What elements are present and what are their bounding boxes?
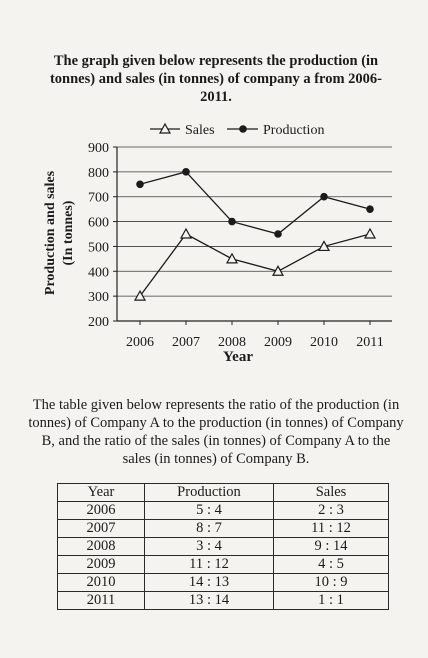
production-point bbox=[182, 168, 190, 176]
series-line-production bbox=[139, 171, 371, 235]
cell-year: 2008 bbox=[57, 537, 145, 556]
header-sales: Sales bbox=[273, 483, 389, 502]
y-axis-label: Production and sales bbox=[43, 170, 58, 295]
sales-point bbox=[363, 227, 377, 239]
cell-sales: 4 : 5 bbox=[273, 555, 389, 574]
cell-sales: 10 : 9 bbox=[273, 573, 389, 592]
legend-production-marker bbox=[239, 125, 247, 133]
y-tick-label: 800 bbox=[88, 166, 109, 181]
cell-year: 2011 bbox=[57, 591, 145, 610]
header-production: Production bbox=[144, 483, 274, 502]
y-tick-label: 500 bbox=[88, 240, 109, 255]
y-tick-label: 400 bbox=[88, 265, 109, 280]
cell-sales: 2 : 3 bbox=[273, 501, 389, 520]
production-point bbox=[274, 230, 282, 238]
x-tick-label: 2010 bbox=[310, 335, 338, 350]
y-tick-label: 700 bbox=[88, 191, 109, 206]
table-row: 2008 3 : 4 9 : 14 bbox=[57, 537, 389, 556]
table-row: 2011 13 : 14 1 : 1 bbox=[57, 591, 389, 610]
x-tick-label: 2006 bbox=[126, 335, 154, 350]
x-tick-label: 2008 bbox=[218, 335, 246, 350]
production-point bbox=[320, 192, 328, 201]
table-description: The table given below represents the rat… bbox=[28, 397, 404, 467]
table-row: 2007 8 : 7 11 : 12 bbox=[57, 519, 389, 538]
cell-sales: 1 : 1 bbox=[273, 591, 389, 610]
production-point bbox=[136, 180, 144, 189]
cell-year: 2007 bbox=[57, 519, 145, 538]
chart-title: The graph given below represents the pro… bbox=[49, 53, 383, 105]
y-tick-label: 300 bbox=[88, 290, 109, 305]
cell-production: 13 : 14 bbox=[144, 591, 274, 610]
cell-sales: 9 : 14 bbox=[273, 537, 389, 556]
sales-point bbox=[271, 265, 285, 276]
table-row: 2006 5 : 4 2 : 3 bbox=[57, 501, 389, 520]
legend-sales-marker bbox=[158, 122, 172, 134]
cell-sales: 11 : 12 bbox=[273, 519, 389, 538]
legend-production-label: Production bbox=[263, 123, 324, 138]
x-tick-label: 2007 bbox=[172, 335, 200, 350]
table-row: 2009 11 : 12 4 : 5 bbox=[57, 555, 389, 574]
production-point bbox=[228, 217, 236, 226]
cell-production: 5 : 4 bbox=[144, 501, 274, 520]
y-tick-label: 200 bbox=[88, 315, 109, 330]
cell-production: 11 : 12 bbox=[144, 555, 274, 574]
y-tick-label: 900 bbox=[88, 141, 109, 156]
cell-year: 2006 bbox=[57, 501, 145, 520]
cell-year: 2009 bbox=[57, 555, 145, 574]
header-year: Year bbox=[57, 483, 145, 502]
table-row: 2010 14 : 13 10 : 9 bbox=[57, 573, 389, 592]
x-tick-label: 2011 bbox=[356, 335, 383, 350]
legend-sales-label: Sales bbox=[185, 123, 215, 138]
cell-production: 3 : 4 bbox=[144, 537, 274, 556]
x-axis-label: Year bbox=[223, 349, 253, 365]
ratio-table: Year Production Sales 2006 5 : 4 2 : 3 2… bbox=[57, 483, 389, 610]
production-point bbox=[366, 205, 374, 213]
series-line-sales bbox=[139, 233, 371, 297]
cell-production: 14 : 13 bbox=[144, 573, 274, 592]
y-axis-label-unit: (In tonnes) bbox=[61, 200, 76, 265]
sales-point bbox=[225, 252, 239, 264]
cell-year: 2010 bbox=[57, 573, 145, 592]
sales-point bbox=[133, 289, 147, 301]
sales-point bbox=[317, 240, 331, 252]
cell-production: 8 : 7 bbox=[144, 519, 274, 538]
table-header-row: Year Production Sales bbox=[57, 483, 389, 502]
x-tick-label: 2009 bbox=[264, 335, 292, 350]
sales-point bbox=[179, 227, 193, 239]
y-tick-label: 600 bbox=[88, 216, 109, 231]
line-chart: 200 300 400 500 600 700 800 900 2006 2007 2008 2009… bbox=[43, 122, 392, 365]
